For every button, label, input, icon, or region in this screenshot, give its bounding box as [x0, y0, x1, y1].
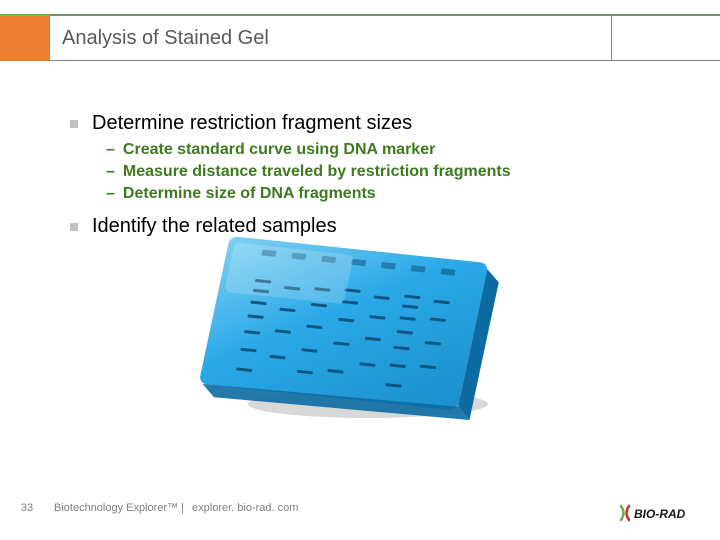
sub-bullet-text: Measure distance traveled by restriction… — [123, 161, 511, 183]
biorad-logo: BIO-RAD — [618, 502, 696, 524]
sub-bullet-marker: – — [106, 139, 115, 161]
bullet-text: Determine restriction fragment sizes — [92, 112, 412, 135]
title-right-divider — [611, 15, 612, 61]
bullet-marker — [70, 223, 78, 231]
gel-electrophoresis-illustration — [200, 226, 510, 426]
page-number: 33 — [0, 502, 54, 514]
content-region: Determine restriction fragment sizes – C… — [70, 112, 680, 242]
sub-bullet-list: – Create standard curve using DNA marker… — [106, 139, 680, 205]
bullet-marker — [70, 120, 78, 128]
footer-url: explorer. bio-rad. com — [192, 502, 298, 514]
svg-text:BIO-RAD: BIO-RAD — [634, 507, 686, 521]
sub-bullet-item: – Determine size of DNA fragments — [106, 183, 680, 205]
sub-bullet-text: Determine size of DNA fragments — [123, 183, 376, 205]
sub-bullet-text: Create standard curve using DNA marker — [123, 139, 435, 161]
slide-footer: 33 Biotechnology Explorer™ | explorer. b… — [0, 496, 720, 520]
sub-bullet-item: – Measure distance traveled by restricti… — [106, 161, 680, 183]
title-container: Analysis of Stained Gel — [50, 15, 720, 61]
footer-brand: Biotechnology Explorer™ | — [54, 502, 184, 514]
slide-title: Analysis of Stained Gel — [50, 27, 269, 50]
slide-header: Analysis of Stained Gel — [0, 0, 720, 72]
sub-bullet-marker: – — [106, 183, 115, 205]
sub-bullet-item: – Create standard curve using DNA marker — [106, 139, 680, 161]
bullet-item: Determine restriction fragment sizes — [70, 112, 680, 135]
sub-bullet-marker: – — [106, 161, 115, 183]
header-orange-block — [0, 15, 50, 61]
